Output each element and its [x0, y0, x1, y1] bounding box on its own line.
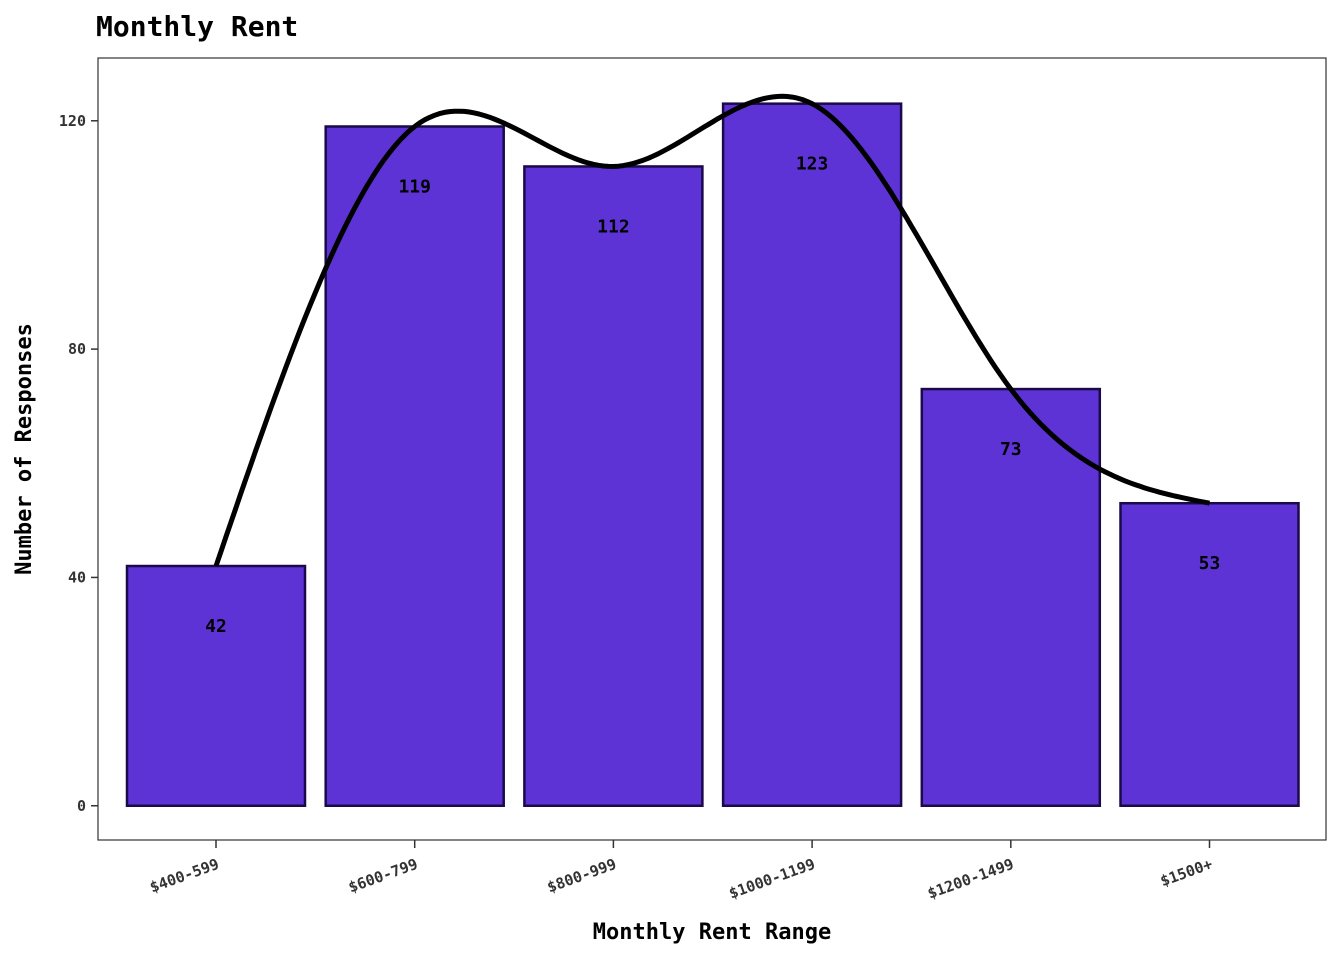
- y-tick-label: 120: [59, 112, 86, 130]
- x-tick-label: $400-599: [147, 855, 221, 897]
- x-axis-title: Monthly Rent Range: [593, 920, 831, 945]
- bar: [125, 564, 307, 808]
- chart-title: Monthly Rent: [96, 10, 298, 43]
- y-tick-label: 80: [68, 340, 86, 358]
- x-tick-label: $1000-1199: [726, 855, 817, 903]
- bar: [523, 165, 704, 808]
- x-axis: $400-599 $600-799 $800-999 $1000-1199 $1200-…: [147, 840, 1215, 903]
- curve-layer: [213, 93, 1210, 567]
- bar-value-label: 53: [1199, 553, 1221, 574]
- y-tick-label: 40: [68, 568, 86, 586]
- bar-value-label: 119: [398, 176, 431, 197]
- plot-panel: [97, 57, 1327, 841]
- bar: [1119, 501, 1300, 808]
- bar-value-label: 42: [205, 616, 227, 637]
- x-tick-label: $800-999: [545, 855, 619, 897]
- x-tick-label: $1500+: [1158, 855, 1215, 890]
- x-tick-label: $1200-1499: [925, 855, 1016, 903]
- bar-value-label: 73: [1000, 439, 1022, 460]
- bar-value-label: 112: [597, 216, 630, 237]
- y-axis: 0 40 80 120: [59, 112, 98, 815]
- bars-layer: [125, 102, 1300, 808]
- x-tick-label: $600-799: [346, 855, 420, 897]
- data-labels-layer: 42 119 112 123 73 53: [205, 154, 1220, 637]
- smoothed-trend-line: [213, 93, 1210, 567]
- bar: [721, 102, 903, 808]
- bar-value-label: 123: [796, 154, 829, 175]
- y-tick-label: 0: [77, 797, 86, 815]
- y-axis-title: Number of Responses: [12, 323, 37, 575]
- bar: [324, 125, 505, 808]
